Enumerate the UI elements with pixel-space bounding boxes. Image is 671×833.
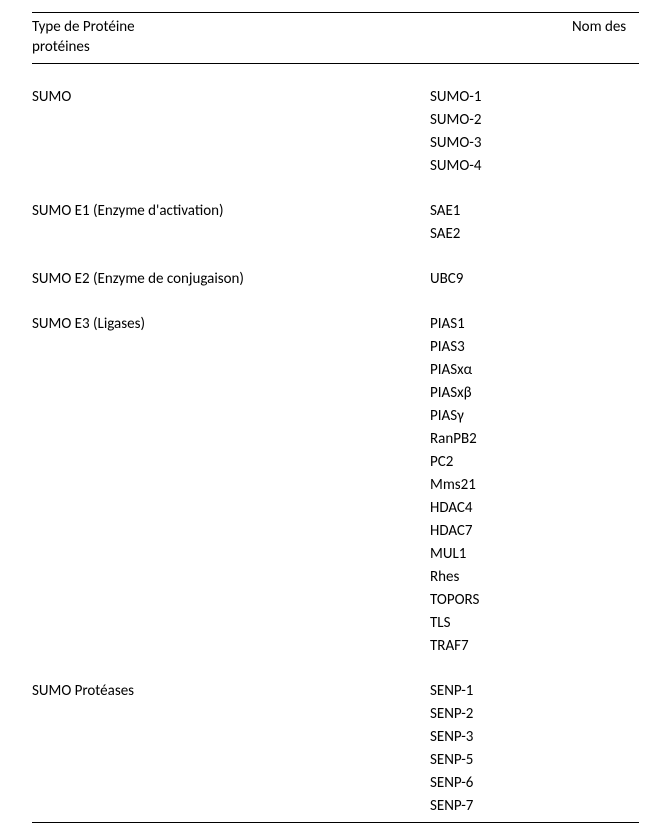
cell-type — [32, 795, 430, 818]
cell-name: HDAC4 — [430, 497, 639, 520]
table-container: Type de Protéine Nom des protéines SUMOS… — [0, 0, 671, 833]
cell-name: SUMO-3 — [430, 132, 639, 155]
cell-type — [32, 635, 430, 658]
cell-name: HDAC7 — [430, 520, 639, 543]
cell-name: RanPB2 — [430, 428, 639, 451]
header-col2: Nom des — [572, 18, 626, 36]
cell-type — [32, 336, 430, 359]
cell-name: SENP-5 — [430, 749, 639, 772]
table-header: Type de Protéine Nom des protéines — [32, 12, 639, 64]
table-group: SUMO E2 (Enzyme de conjugaison)UBC9 — [32, 246, 639, 291]
table-group: SUMO E1 (Enzyme d'activation)SAE1SAE2 — [32, 178, 639, 246]
cell-name: SAE2 — [430, 223, 639, 246]
table-row: SUMO-3 — [32, 132, 639, 155]
cell-type — [32, 726, 430, 749]
cell-name: SUMO-1 — [430, 86, 639, 109]
cell-type — [32, 703, 430, 726]
table-row: PIAS3 — [32, 336, 639, 359]
table-group: SUMO E3 (Ligases)PIAS1PIAS3PIASxαPIASxβP… — [32, 291, 639, 658]
cell-type — [32, 749, 430, 772]
header-line: Type de Protéine Nom des protéines — [32, 18, 639, 58]
cell-type: SUMO E1 (Enzyme d'activation) — [32, 200, 430, 223]
cell-name: SENP-2 — [430, 703, 639, 726]
cell-type — [32, 451, 430, 474]
cell-type — [32, 428, 430, 451]
cell-type — [32, 359, 430, 382]
table-row: PIASγ — [32, 405, 639, 428]
table-row: SUMO E3 (Ligases)PIAS1 — [32, 313, 639, 336]
table-row: SUMO-4 — [32, 155, 639, 178]
table-row: TRAF7 — [32, 635, 639, 658]
cell-type — [32, 223, 430, 246]
table-row: SENP-3 — [32, 726, 639, 749]
table-row: SUMOSUMO-1 — [32, 86, 639, 109]
table-row: PC2 — [32, 451, 639, 474]
table-row: MUL1 — [32, 543, 639, 566]
cell-type — [32, 155, 430, 178]
table-row: SENP-5 — [32, 749, 639, 772]
cell-type — [32, 132, 430, 155]
cell-type — [32, 566, 430, 589]
cell-name: Mms21 — [430, 474, 639, 497]
table-row: PIASxα — [32, 359, 639, 382]
table-row: SENP-2 — [32, 703, 639, 726]
table-row: SUMO E1 (Enzyme d'activation)SAE1 — [32, 200, 639, 223]
cell-name: SAE1 — [430, 200, 639, 223]
cell-name: PIASxα — [430, 359, 639, 382]
cell-name: PIAS3 — [430, 336, 639, 359]
cell-name: PIAS1 — [430, 313, 639, 336]
cell-type — [32, 109, 430, 132]
cell-name: SENP-3 — [430, 726, 639, 749]
cell-name: SENP-6 — [430, 772, 639, 795]
table-row: SUMO ProtéasesSENP-1 — [32, 680, 639, 703]
table-row: HDAC4 — [32, 497, 639, 520]
table-row: SUMO-2 — [32, 109, 639, 132]
cell-name: PIASγ — [430, 405, 639, 428]
cell-name: TRAF7 — [430, 635, 639, 658]
cell-type — [32, 612, 430, 635]
cell-type — [32, 382, 430, 405]
table-group: SUMO ProtéasesSENP-1SENP-2SENP-3SENP-5SE… — [32, 658, 639, 818]
table-row: HDAC7 — [32, 520, 639, 543]
table-row: Mms21 — [32, 474, 639, 497]
table-group: SUMOSUMO-1SUMO-2SUMO-3SUMO-4 — [32, 64, 639, 178]
table-row: SENP-7 — [32, 795, 639, 818]
cell-name: SUMO-4 — [430, 155, 639, 178]
table-row: SENP-6 — [32, 772, 639, 795]
cell-type — [32, 543, 430, 566]
cell-name: SENP-1 — [430, 680, 639, 703]
table-row: Rhes — [32, 566, 639, 589]
cell-name: TLS — [430, 612, 639, 635]
table-row: SAE2 — [32, 223, 639, 246]
cell-type — [32, 497, 430, 520]
header-col1-part2: protéines — [32, 38, 90, 56]
cell-name: PIASxβ — [430, 382, 639, 405]
cell-name: Rhes — [430, 566, 639, 589]
cell-type: SUMO E3 (Ligases) — [32, 313, 430, 336]
cell-type — [32, 772, 430, 795]
cell-name: PC2 — [430, 451, 639, 474]
cell-type — [32, 474, 430, 497]
table-row: RanPB2 — [32, 428, 639, 451]
table-row: TLS — [32, 612, 639, 635]
table-row: SUMO E2 (Enzyme de conjugaison)UBC9 — [32, 268, 639, 291]
table-row: TOPORS — [32, 589, 639, 612]
cell-name: MUL1 — [430, 543, 639, 566]
cell-type — [32, 520, 430, 543]
table-body: SUMOSUMO-1SUMO-2SUMO-3SUMO-4SUMO E1 (Enz… — [32, 64, 639, 823]
cell-name: SUMO-2 — [430, 109, 639, 132]
cell-type — [32, 589, 430, 612]
header-col1-part1: Type de Protéine — [32, 18, 135, 36]
cell-type: SUMO E2 (Enzyme de conjugaison) — [32, 268, 430, 291]
table-row: PIASxβ — [32, 382, 639, 405]
cell-type: SUMO — [32, 86, 430, 109]
cell-name: TOPORS — [430, 589, 639, 612]
cell-name: UBC9 — [430, 268, 639, 291]
cell-type: SUMO Protéases — [32, 680, 430, 703]
cell-type — [32, 405, 430, 428]
cell-name: SENP-7 — [430, 795, 639, 818]
